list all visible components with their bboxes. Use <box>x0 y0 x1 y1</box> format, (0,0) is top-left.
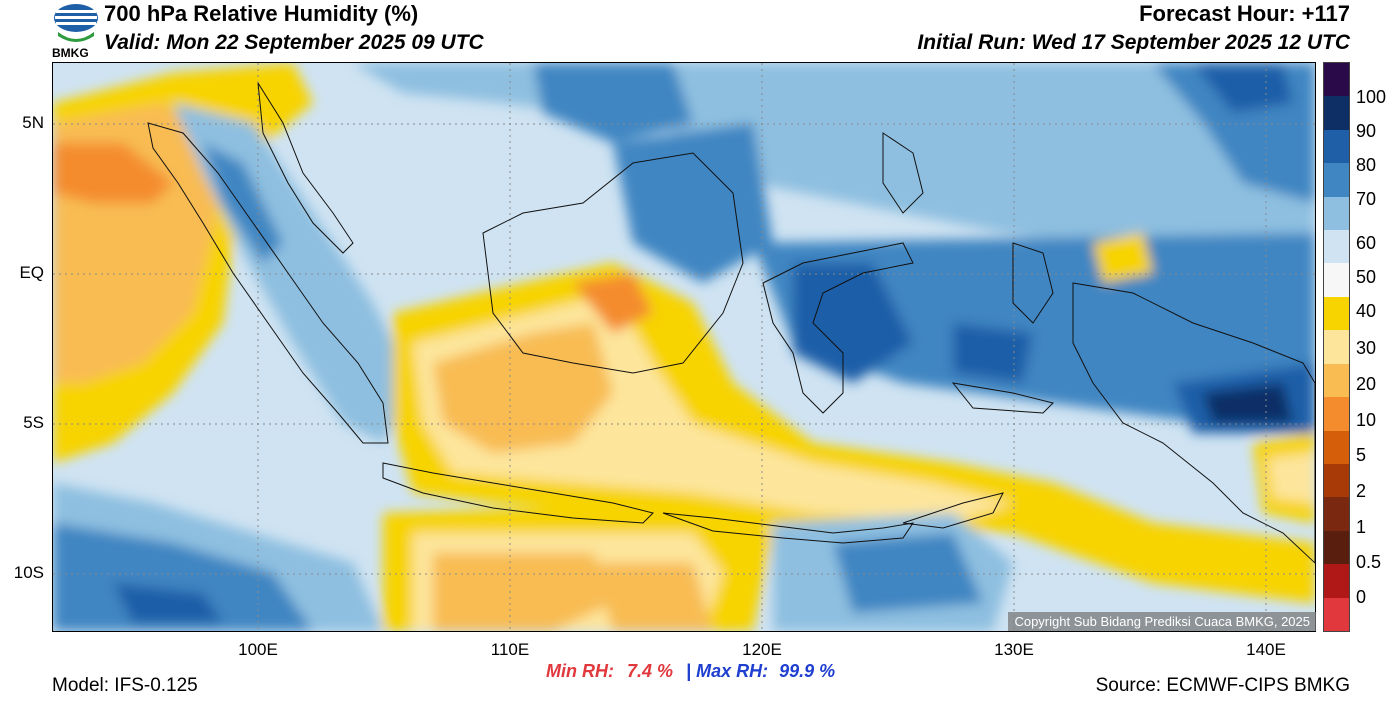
model-label: Model: IFS-0.125 <box>52 675 198 696</box>
lat-label-10s: 10S <box>13 563 44 582</box>
colorbar-swatch <box>1324 196 1349 231</box>
max-rh-value: 99.9 % <box>779 661 836 681</box>
initial-run: Initial Run: Wed 17 September 2025 12 UT… <box>917 31 1350 54</box>
colorbar-swatch <box>1324 363 1349 398</box>
lon-label-110e: 110E <box>490 640 530 659</box>
colorbar-label-60: 60 <box>1356 233 1377 253</box>
colorbar <box>1323 62 1350 632</box>
logo-text: BMKG <box>52 46 89 60</box>
chart-title: 700 hPa Relative Humidity (%) <box>104 1 419 26</box>
colorbar-swatch <box>1324 96 1349 131</box>
colorbar-swatch <box>1324 230 1349 264</box>
colorbar-swatch <box>1324 564 1349 599</box>
colorbar-label-0: 0 <box>1356 587 1367 607</box>
colorbar-swatch <box>1324 296 1349 331</box>
colorbar-label-1: 1 <box>1356 517 1367 537</box>
coastlines <box>147 82 1315 564</box>
grid-lines <box>53 63 1315 631</box>
colorbar-label-5: 5 <box>1356 445 1367 465</box>
lat-label-eq: EQ <box>19 263 44 282</box>
colorbar-label-10: 10 <box>1356 410 1377 430</box>
colorbar-swatch <box>1324 330 1349 365</box>
valid-time: Valid: Mon 22 September 2025 09 UTC <box>104 31 484 54</box>
colorbar-swatch <box>1324 63 1349 97</box>
min-max-readout: Min RH: 7.4 % | Max RH: 99.9 % <box>546 661 835 682</box>
colorbar-swatch <box>1324 597 1349 632</box>
lon-label-130e: 130E <box>994 640 1034 659</box>
colorbar-label-50: 50 <box>1356 267 1377 287</box>
humidity-map <box>52 62 1316 632</box>
max-rh-label: Max RH: <box>696 661 769 681</box>
copyright-notice: Copyright Sub Bidang Prediksi Cuaca BMKG… <box>1008 612 1316 631</box>
source-label: Source: ECMWF-CIPS BMKG <box>1095 675 1350 696</box>
colorbar-swatch <box>1324 497 1349 532</box>
colorbar-label-30: 30 <box>1356 338 1377 358</box>
forecast-hour: Forecast Hour: +117 <box>1139 1 1350 26</box>
min-rh-label: Min RH: <box>546 661 614 681</box>
colorbar-label-80: 80 <box>1356 155 1377 175</box>
humidity-field <box>53 63 1315 631</box>
lat-label-5n: 5N <box>22 113 44 132</box>
colorbar-label-70: 70 <box>1356 189 1377 209</box>
colorbar-swatch <box>1324 463 1349 498</box>
colorbar-label-2: 2 <box>1356 481 1367 501</box>
bmkg-logo-icon <box>54 4 98 42</box>
colorbar-swatch <box>1324 263 1349 298</box>
colorbar-label-0-5: 0.5 <box>1356 552 1382 572</box>
lon-label-100e: 100E <box>238 640 278 659</box>
colorbar-label-90: 90 <box>1356 121 1377 141</box>
colorbar-label-100: 100 <box>1356 87 1387 107</box>
bmkg-logo: BMKG <box>52 2 100 60</box>
lon-label-140e: 140E <box>1246 640 1286 659</box>
colorbar-swatch <box>1324 397 1349 432</box>
colorbar-swatch <box>1324 163 1349 198</box>
lon-label-120e: 120E <box>742 640 782 659</box>
colorbar-label-20: 20 <box>1356 374 1377 394</box>
lat-label-5s: 5S <box>23 413 44 432</box>
minmax-separator: | <box>686 661 692 681</box>
min-rh-value: 7.4 % <box>627 661 674 681</box>
colorbar-swatch <box>1324 430 1349 465</box>
colorbar-label-40: 40 <box>1356 301 1377 321</box>
colorbar-swatch <box>1324 129 1349 164</box>
colorbar-swatch <box>1324 530 1349 565</box>
